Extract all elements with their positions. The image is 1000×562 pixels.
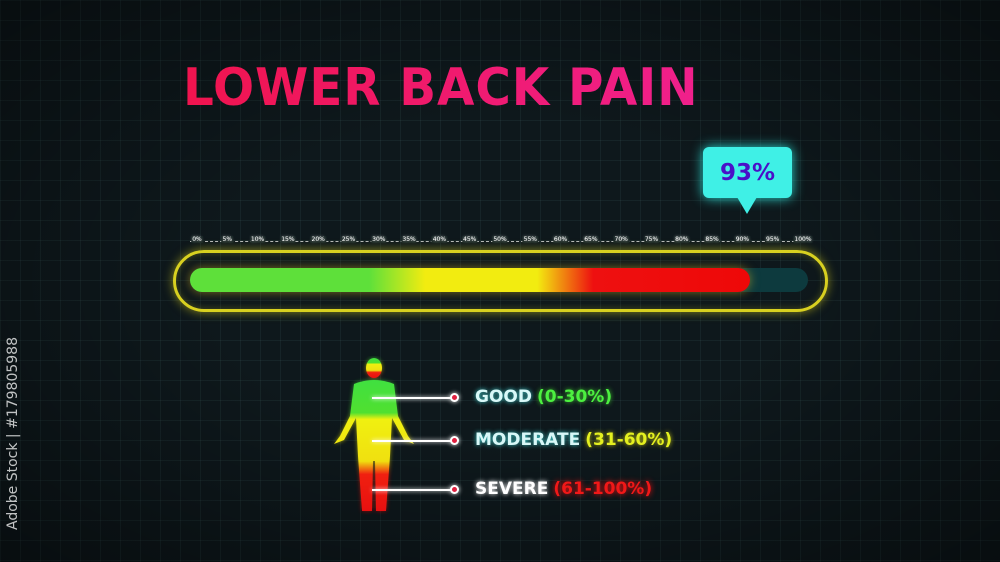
human-body-icon (334, 358, 414, 511)
tick-label: 65% (583, 236, 599, 243)
legend-severe: SEVERE (61-100%) (475, 479, 652, 499)
legend-good: GOOD (0-30%) (475, 387, 612, 407)
tick-label: 50% (492, 236, 508, 243)
legend-dot (450, 393, 459, 402)
gauge-track (190, 268, 808, 292)
legend-range: (0-30%) (536, 387, 613, 407)
tick-label: 5% (221, 236, 234, 243)
tick-label: 75% (643, 236, 660, 243)
tick-label: 40% (431, 236, 448, 243)
page-title: LOWER BACK PAIN (183, 58, 699, 118)
legend-label: SEVERE (475, 479, 549, 499)
tick-label: 95% (765, 236, 781, 243)
tick-label: 25% (340, 236, 357, 243)
tick-label: 30% (371, 236, 387, 243)
legend-dot (450, 485, 459, 494)
tick-label: 55% (522, 236, 538, 243)
legend-range: (61-100%) (553, 479, 653, 499)
legend-dot (450, 436, 459, 445)
tick-label: 0% (191, 236, 203, 243)
watermark: Adobe Stock | #179805988 (5, 337, 21, 530)
tick-label: 20% (310, 236, 326, 243)
legend-connector (372, 489, 452, 491)
tick-label: 10% (249, 236, 266, 243)
tick-label: 60% (552, 236, 569, 243)
legend-label: MODERATE (475, 430, 581, 450)
tick-label: 35% (401, 236, 417, 243)
tick-label: 80% (674, 236, 690, 243)
legend-connector (372, 440, 452, 442)
tick-label: 85% (704, 236, 720, 243)
tick-label: 100% (793, 236, 813, 243)
tick-label: 70% (613, 236, 629, 243)
legend-label: GOOD (475, 387, 532, 407)
tick-label: 90% (734, 236, 751, 243)
gauge-frame (173, 250, 828, 312)
tick-scale: 0% 5% 10% 15% 20% 25% 30% 35% 40% 45% 50% 55% 60% 65%… (190, 234, 813, 248)
value-callout: 93% (703, 147, 792, 214)
legend-moderate: MODERATE (31-60%) (475, 430, 672, 450)
tick-label: 15% (280, 236, 296, 243)
legend-connector (372, 397, 452, 399)
legend-range: (31-60%) (585, 430, 673, 450)
tick-label: 45% (462, 236, 478, 243)
gauge-fill (190, 268, 751, 292)
